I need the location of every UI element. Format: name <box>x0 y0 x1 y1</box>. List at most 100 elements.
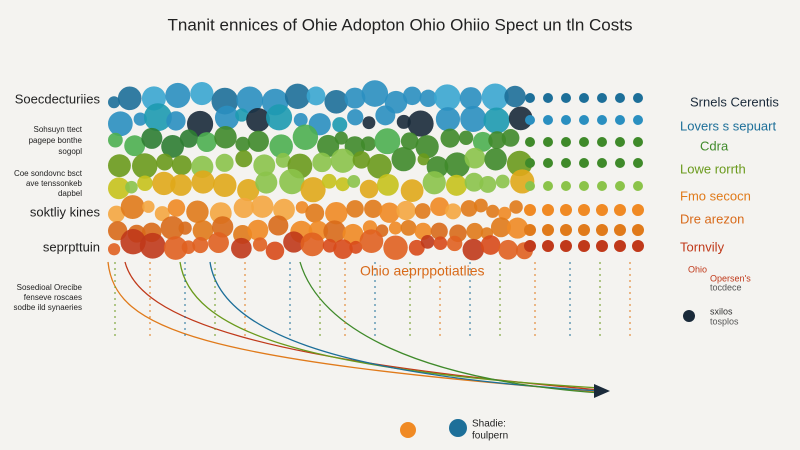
bubble <box>275 152 291 168</box>
middle-label: Ohio aeprppotiatlies <box>360 263 485 279</box>
bubble <box>300 232 325 257</box>
bubble <box>139 232 166 259</box>
bubble <box>252 237 268 252</box>
dot <box>633 115 643 125</box>
bubble <box>292 124 319 150</box>
flow-lines <box>107 261 610 398</box>
bubble <box>374 128 401 155</box>
bubble <box>481 83 509 111</box>
left-label: Coe sondovnc bsct <box>14 169 83 178</box>
dot <box>560 224 572 236</box>
right-label: Fmo secocn <box>680 188 751 203</box>
bubble <box>362 116 376 130</box>
bubble <box>178 221 192 235</box>
bubble <box>192 220 214 241</box>
bubble <box>333 239 353 259</box>
bubble <box>283 231 305 253</box>
bubble <box>504 85 526 108</box>
dot <box>596 240 608 252</box>
bubble <box>231 237 252 259</box>
bubble <box>359 179 379 199</box>
left-label: Soecdecturiies <box>15 91 101 106</box>
dot <box>542 204 554 216</box>
dot <box>560 240 572 252</box>
left-label: sodbe ild synaeries <box>14 303 82 312</box>
right-label: Srnels Cerentis <box>690 94 779 109</box>
right-label: Dre arezon <box>680 211 744 226</box>
bubble <box>464 147 486 169</box>
bubble <box>509 200 523 214</box>
dot <box>615 158 625 168</box>
dot <box>597 93 607 103</box>
bubble <box>108 177 130 200</box>
dot <box>525 181 535 191</box>
bubble <box>265 241 285 261</box>
bubble <box>445 174 468 196</box>
bubble <box>120 229 146 255</box>
dot <box>615 115 625 125</box>
dot <box>579 181 589 191</box>
dot <box>596 204 608 216</box>
bubble <box>347 109 364 126</box>
bubble <box>420 235 435 249</box>
bubble <box>508 106 533 131</box>
dot <box>525 115 535 125</box>
bubble <box>325 201 348 225</box>
bubble <box>154 206 170 222</box>
dot <box>561 181 571 191</box>
bubble <box>295 201 309 214</box>
bubble <box>360 136 376 152</box>
bubble <box>488 131 507 150</box>
bubble <box>108 154 131 178</box>
bubble <box>161 135 185 158</box>
bubble <box>186 110 214 137</box>
dot <box>524 204 536 216</box>
bubble <box>171 155 192 176</box>
dot <box>542 224 554 236</box>
bubble <box>430 197 450 217</box>
bubble <box>143 103 172 132</box>
dot <box>542 240 554 252</box>
bubble <box>498 206 512 220</box>
bubble <box>192 237 209 254</box>
bubble <box>117 86 142 111</box>
bubble <box>179 129 199 148</box>
bubble <box>335 177 350 192</box>
bubble <box>235 108 249 122</box>
bubble <box>414 203 431 219</box>
bubble <box>212 173 237 198</box>
dot <box>543 115 553 125</box>
dot <box>578 224 590 236</box>
bubble <box>460 200 478 217</box>
bubble <box>383 235 408 260</box>
dot <box>560 204 572 216</box>
bubble <box>346 200 364 218</box>
dot <box>614 204 626 216</box>
dot <box>633 158 643 168</box>
bubble <box>269 134 293 158</box>
left-label: sogopl <box>58 147 82 156</box>
bubble <box>408 239 425 256</box>
bubble <box>342 223 364 245</box>
bubble <box>376 173 399 196</box>
bubble <box>255 171 278 194</box>
bubble <box>124 135 146 157</box>
bubble <box>396 114 411 129</box>
bubble <box>266 104 293 131</box>
left-label: dapbel <box>58 189 82 198</box>
dot <box>597 158 607 168</box>
bubble <box>323 220 346 243</box>
bubble <box>215 153 234 172</box>
bubble <box>479 175 497 193</box>
left-label: soktliy kines <box>30 204 101 219</box>
bubble <box>367 153 392 179</box>
bubble <box>253 154 276 177</box>
title: Tnanit ennices of Ohie Adopton Ohio Ohii… <box>168 15 633 34</box>
bubble <box>352 151 371 169</box>
left-label: seprpttuin <box>43 239 100 254</box>
right-label: Ohio <box>688 264 707 274</box>
left-label: fenseve roscaes <box>24 293 82 302</box>
bubble <box>462 238 485 261</box>
bubble <box>460 105 487 133</box>
bubble <box>167 199 186 217</box>
